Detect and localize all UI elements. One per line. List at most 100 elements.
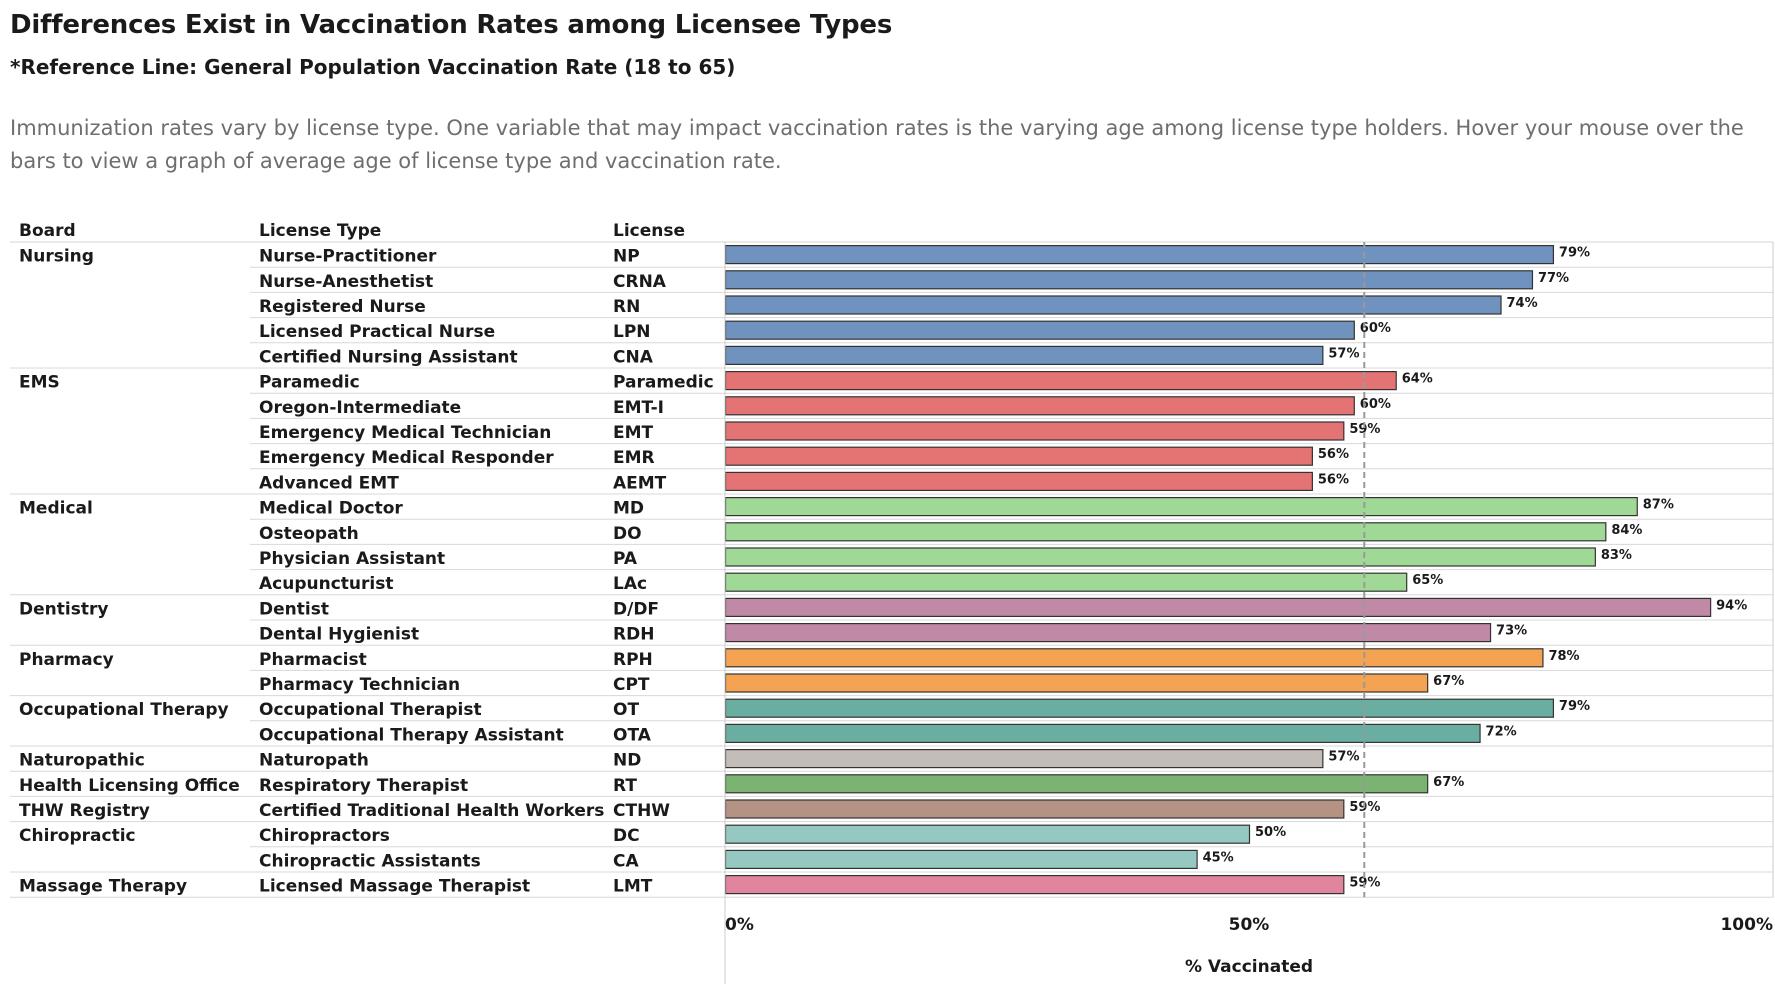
- bar-value-label: 74%: [1507, 296, 1538, 311]
- bar-value-label: 64%: [1402, 372, 1433, 387]
- table-row: Advanced EMT AEMT 56%: [10, 471, 1773, 495]
- license-type-name: Occupational Therapist: [259, 700, 482, 720]
- license-type-name: Chiropractic Assistants: [259, 851, 481, 871]
- license-type-name: Pharmacist: [259, 650, 367, 670]
- x-axis-title: % Vaccinated: [1185, 957, 1313, 977]
- license-code: MD: [613, 499, 644, 519]
- bar: [724, 572, 1408, 592]
- bar: [724, 497, 1638, 517]
- license-type-name: Licensed Massage Therapist: [259, 877, 530, 897]
- license-type-name: Paramedic: [259, 373, 360, 393]
- bar-value-label: 72%: [1486, 724, 1517, 739]
- chart-description: Immunization rates vary by license type.…: [10, 116, 1744, 173]
- bar: [724, 597, 1712, 618]
- bar: [724, 245, 1555, 265]
- license-type-name: Acupuncturist: [259, 574, 393, 594]
- bar-value-label: 79%: [1559, 246, 1590, 261]
- table-row: Emergency Medical Responder EMR 56%: [250, 446, 1773, 470]
- license-type-name: Oregon-Intermediate: [259, 398, 461, 418]
- bar-value-label: 45%: [1203, 850, 1234, 865]
- table-row: Licensed Practical Nurse LPN 60%: [250, 320, 1773, 344]
- license-code: OTA: [613, 725, 652, 745]
- bar-value-label: 84%: [1611, 523, 1642, 538]
- bar-value-label: 77%: [1538, 271, 1569, 286]
- license-type-name: Dental Hygienist: [259, 625, 419, 645]
- bar: [724, 295, 1502, 315]
- license-code: ND: [613, 751, 641, 771]
- bar: [724, 799, 1345, 819]
- board-name: Dentistry: [19, 599, 108, 619]
- license-type-name: Nurse-Anesthetist: [259, 272, 433, 292]
- table-row: EMS Paramedic Paramedic 64%: [19, 371, 1773, 394]
- table-row: Occupational Therapy Occupational Therapi…: [19, 698, 1773, 722]
- bar-value-label: 59%: [1349, 422, 1380, 437]
- board-name: EMS: [19, 373, 60, 393]
- license-code: NP: [613, 247, 640, 267]
- x-tick-label: 50%: [1229, 915, 1270, 935]
- license-code: LMT: [613, 877, 653, 897]
- license-type-name: Physician Assistant: [259, 549, 445, 569]
- license-type-name: Pharmacy Technician: [259, 675, 460, 695]
- bar: [724, 874, 1345, 895]
- bar: [724, 547, 1596, 567]
- bar-value-label: 65%: [1412, 573, 1443, 588]
- table-row: Acupuncturist LAc 65%: [10, 572, 1773, 596]
- bar: [724, 748, 1324, 769]
- table-row: Registered Nurse RN 74%: [250, 295, 1773, 319]
- x-axis: 0% 50% 100% % Vaccinated: [724, 242, 1774, 984]
- bar-value-label: 57%: [1328, 346, 1359, 361]
- license-code: DO: [613, 524, 642, 544]
- table-row: Chiropractic Chiropractors DC 50%: [19, 824, 1773, 848]
- table-row: Medical Medical Doctor MD 87%: [19, 497, 1773, 520]
- license-code: EMT: [613, 423, 654, 443]
- license-type-column-header: License Type: [259, 221, 381, 241]
- table-row: Naturopathic Naturopath ND 57%: [10, 748, 1773, 772]
- bar: [724, 522, 1607, 542]
- board-name: Medical: [19, 499, 93, 519]
- bar-value-label: 78%: [1548, 649, 1579, 664]
- bar-value-label: 50%: [1255, 825, 1286, 840]
- table-row: Pharmacy Pharmacist RPH 78%: [19, 648, 1773, 671]
- bar: [724, 698, 1555, 718]
- bar-value-label: 57%: [1328, 750, 1359, 765]
- bar: [724, 446, 1313, 466]
- license-type-name: Occupational Therapy Assistant: [259, 725, 564, 745]
- x-tick-label: 100%: [1720, 915, 1773, 935]
- license-code: CA: [613, 851, 639, 871]
- license-code: RN: [613, 297, 640, 317]
- license-code: RPH: [613, 650, 653, 670]
- license-type-name: Registered Nurse: [259, 297, 426, 317]
- license-code: RDH: [613, 625, 654, 645]
- bar: [724, 371, 1397, 391]
- bar: [724, 849, 1198, 870]
- bar-value-label: 94%: [1716, 598, 1747, 613]
- license-type-name: Certified Nursing Assistant: [259, 347, 518, 367]
- bar-value-label: 79%: [1559, 699, 1590, 714]
- bar-value-label: 67%: [1433, 674, 1464, 689]
- board-name: Chiropractic: [19, 826, 136, 846]
- board-name: Nursing: [19, 247, 94, 267]
- license-type-name: Emergency Medical Responder: [259, 448, 554, 468]
- license-type-name: Naturopath: [259, 751, 369, 771]
- table-row: Oregon-Intermediate EMT-I 60%: [250, 396, 1773, 419]
- license-type-name: Dentist: [259, 599, 329, 619]
- license-type-name: Osteopath: [259, 524, 359, 544]
- license-code: CNA: [613, 347, 654, 367]
- license-type-name: Certified Traditional Health Workers: [259, 801, 604, 821]
- bar: [724, 673, 1429, 693]
- license-code: OT: [613, 700, 639, 720]
- license-type-name: Emergency Medical Technician: [259, 423, 551, 443]
- board-name: Massage Therapy: [19, 877, 187, 897]
- table-row: Certified Nursing Assistant CNA 57%: [10, 345, 1773, 369]
- table-rows: Nursing Nurse-Practitioner NP 79% Nurse-Anes…: [10, 241, 1773, 898]
- bar-value-label: 67%: [1433, 775, 1464, 790]
- bar: [724, 824, 1251, 844]
- bar: [724, 471, 1313, 491]
- board-name: Occupational Therapy: [19, 700, 229, 720]
- license-code: PA: [613, 549, 638, 569]
- board-name: Naturopathic: [19, 751, 145, 771]
- license-code: D/DF: [613, 599, 659, 619]
- bar: [724, 774, 1429, 794]
- table-row: Dentistry Dentist D/DF 94%: [19, 597, 1773, 621]
